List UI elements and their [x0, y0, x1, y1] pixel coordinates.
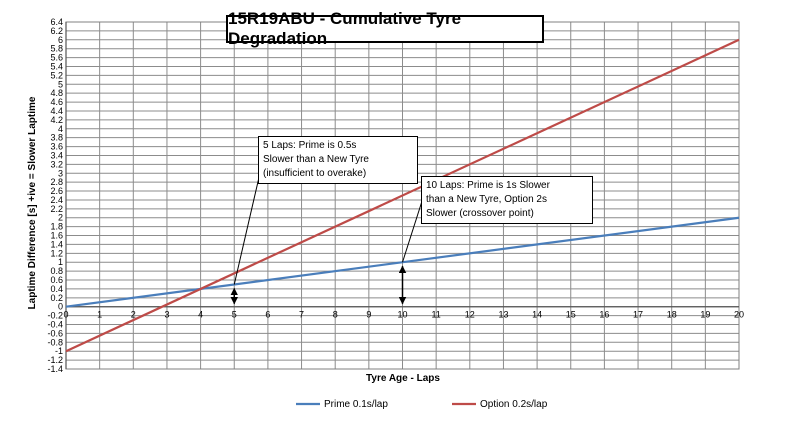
y-tick-label: 5.2 — [50, 70, 63, 80]
y-tick-label: 2.2 — [50, 204, 63, 214]
y-tick-label: 2 — [58, 213, 63, 223]
y-tick-label: 3.8 — [50, 133, 63, 143]
y-tick-label: 4 — [58, 124, 63, 134]
y-tick-label: -1 — [55, 346, 63, 356]
y-tick-label: 0.6 — [50, 275, 63, 285]
x-tick-label: 7 — [299, 310, 304, 320]
y-tick-label: 3.4 — [50, 150, 63, 160]
y-tick-label: 0.4 — [50, 284, 63, 294]
x-tick-label: 10 — [397, 310, 407, 320]
annotation-pointer-10-laps — [402, 197, 424, 263]
annotation-box-10-laps: 10 Laps: Prime is 1s Slower than a New T… — [421, 176, 593, 224]
x-tick-label: 11 — [431, 310, 440, 320]
y-tick-label: 5 — [58, 79, 63, 89]
annotation-line: than a New Tyre, Option 2s — [426, 194, 547, 205]
y-tick-label: 3 — [58, 168, 63, 178]
x-tick-label: 2 — [131, 310, 136, 320]
y-tick-label: 4.6 — [50, 97, 63, 107]
y-tick-label: -0.4 — [47, 320, 63, 330]
y-tick-label: 1.8 — [50, 222, 63, 232]
x-tick-label: 6 — [265, 310, 270, 320]
annotation-line: Slower than a New Tyre — [263, 154, 369, 165]
y-tick-label: -1.4 — [47, 364, 63, 374]
y-tick-label: 3.2 — [50, 159, 63, 169]
x-tick-label: 0 — [63, 310, 68, 320]
x-tick-label: 14 — [532, 310, 542, 320]
x-tick-label: 12 — [465, 310, 475, 320]
x-axis-title: Tyre Age - Laps — [366, 373, 440, 384]
y-tick-label: 2.4 — [50, 195, 63, 205]
chart-title: 15R19ABU - Cumulative Tyre Degradation — [226, 9, 544, 48]
x-tick-label: 17 — [633, 310, 643, 320]
annotation-line: (insufficient to overake) — [263, 168, 367, 179]
annotation-line: 5 Laps: Prime is 0.5s — [263, 140, 357, 151]
y-tick-label: 2.8 — [50, 177, 63, 187]
y-tick-label: 6.2 — [50, 26, 63, 36]
x-tick-label: 1 — [97, 310, 102, 320]
y-tick-label: 5.6 — [50, 53, 63, 63]
y-tick-label: 3.6 — [50, 142, 63, 152]
y-tick-label: 4.8 — [50, 88, 63, 98]
option-series-line — [65, 38, 740, 353]
y-tick-label: 1 — [58, 257, 63, 267]
y-tick-label: 5.4 — [50, 61, 63, 71]
x-tick-label: 19 — [700, 310, 710, 320]
y-tick-label: 6.4 — [50, 17, 63, 27]
x-tick-labels: 0 1 2 3 4 5 6 7 8 9 10 11 12 13 14 15 16 17 18 19 20 — [63, 310, 744, 320]
y-tick-label: 5.8 — [50, 44, 63, 54]
y-tick-label: 1.4 — [50, 239, 63, 249]
y-tick-label: 1.2 — [50, 248, 63, 258]
y-tick-label: 0 — [58, 302, 63, 312]
x-tick-label: 9 — [366, 310, 371, 320]
annotation-line: Slower (crossover point) — [426, 208, 534, 219]
y-tick-label: -0.8 — [47, 337, 63, 347]
y-tick-label: 4.4 — [50, 106, 63, 116]
x-tick-label: 13 — [498, 310, 508, 320]
legend-label-option: Option 0.2s/lap — [480, 399, 548, 410]
y-tick-label: 2.6 — [50, 186, 63, 196]
y-axis-title: Laptime Difference [s] +ive = Slower Lap… — [27, 96, 38, 309]
x-tick-label: 18 — [667, 310, 677, 320]
grid-lines — [65, 21, 740, 370]
annotation-line: 10 Laps: Prime is 1s Slower — [426, 180, 550, 191]
y-tick-label: 6 — [58, 35, 63, 45]
x-tick-label: 20 — [734, 310, 744, 320]
x-tick-label: 4 — [198, 310, 203, 320]
x-tick-label: 8 — [333, 310, 338, 320]
y-tick-label: 0.8 — [50, 266, 63, 276]
x-tick-label: 5 — [232, 310, 237, 320]
x-tick-label: 16 — [599, 310, 609, 320]
y-tick-label: -0.6 — [47, 328, 63, 338]
legend-label-prime: Prime 0.1s/lap — [324, 399, 388, 410]
y-tick-label: -1.2 — [47, 355, 63, 365]
annotation-box-5-laps: 5 Laps: Prime is 0.5s Slower than a New … — [258, 136, 418, 184]
y-tick-label: 4.2 — [50, 115, 63, 125]
x-tick-label: 15 — [566, 310, 576, 320]
y-tick-label: -0.2 — [47, 311, 63, 321]
y-tick-label: 0.2 — [50, 293, 63, 303]
y-tick-label: 1.6 — [50, 231, 63, 241]
legend: Prime 0.1s/lap Option 0.2s/lap — [296, 399, 548, 410]
y-tick-labels: 6.46.265.85.65.45.254.84.64.44.243.83.63… — [47, 17, 63, 374]
x-tick-label: 3 — [164, 310, 169, 320]
